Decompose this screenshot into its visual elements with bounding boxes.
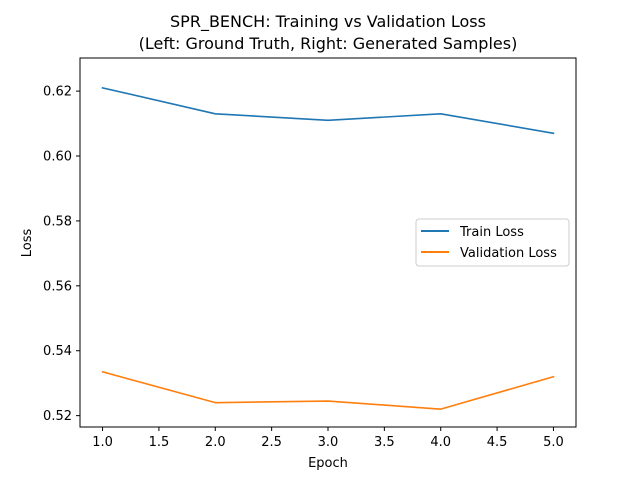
x-tick-label: 1.0 <box>92 435 113 450</box>
x-axis-label: Epoch <box>308 456 348 471</box>
legend: Train Loss Validation Loss <box>415 218 570 267</box>
chart-title-line2: (Left: Ground Truth, Right: Generated Sa… <box>139 34 518 53</box>
chart-title-line1: SPR_BENCH: Training vs Validation Loss <box>170 12 486 32</box>
y-tick-label: 0.54 <box>43 344 72 359</box>
plot-series <box>101 86 555 410</box>
x-tick-label: 4.5 <box>487 435 508 450</box>
x-tick-label: 2.5 <box>261 435 282 450</box>
x-tick-label: 3.5 <box>374 435 395 450</box>
y-tick-label: 0.52 <box>43 409 72 424</box>
x-tick-label: 3.0 <box>318 435 339 450</box>
legend-box <box>415 218 570 267</box>
x-tick-label: 2.0 <box>205 435 226 450</box>
plot-area-frame <box>79 57 577 428</box>
legend-label-validation-loss: Validation Loss <box>460 246 557 261</box>
x-axis-ticks: 1.0 1.5 2.0 2.5 3.0 3.5 4.0 4.5 5.0 <box>92 427 564 450</box>
series-line-train-loss <box>101 86 555 135</box>
series-line-validation-loss <box>101 370 555 410</box>
y-axis-label: Loss <box>20 229 35 258</box>
y-tick-label: 0.56 <box>43 279 72 294</box>
legend-label-train-loss: Train Loss <box>459 225 524 240</box>
y-axis-ticks: 0.52 0.54 0.56 0.58 0.60 0.62 <box>43 85 80 424</box>
y-tick-label: 0.58 <box>43 214 72 229</box>
x-tick-label: 1.5 <box>149 435 170 450</box>
y-tick-label: 0.62 <box>43 85 72 100</box>
y-tick-label: 0.60 <box>43 150 72 165</box>
x-tick-label: 5.0 <box>543 435 564 450</box>
x-tick-label: 4.0 <box>430 435 451 450</box>
